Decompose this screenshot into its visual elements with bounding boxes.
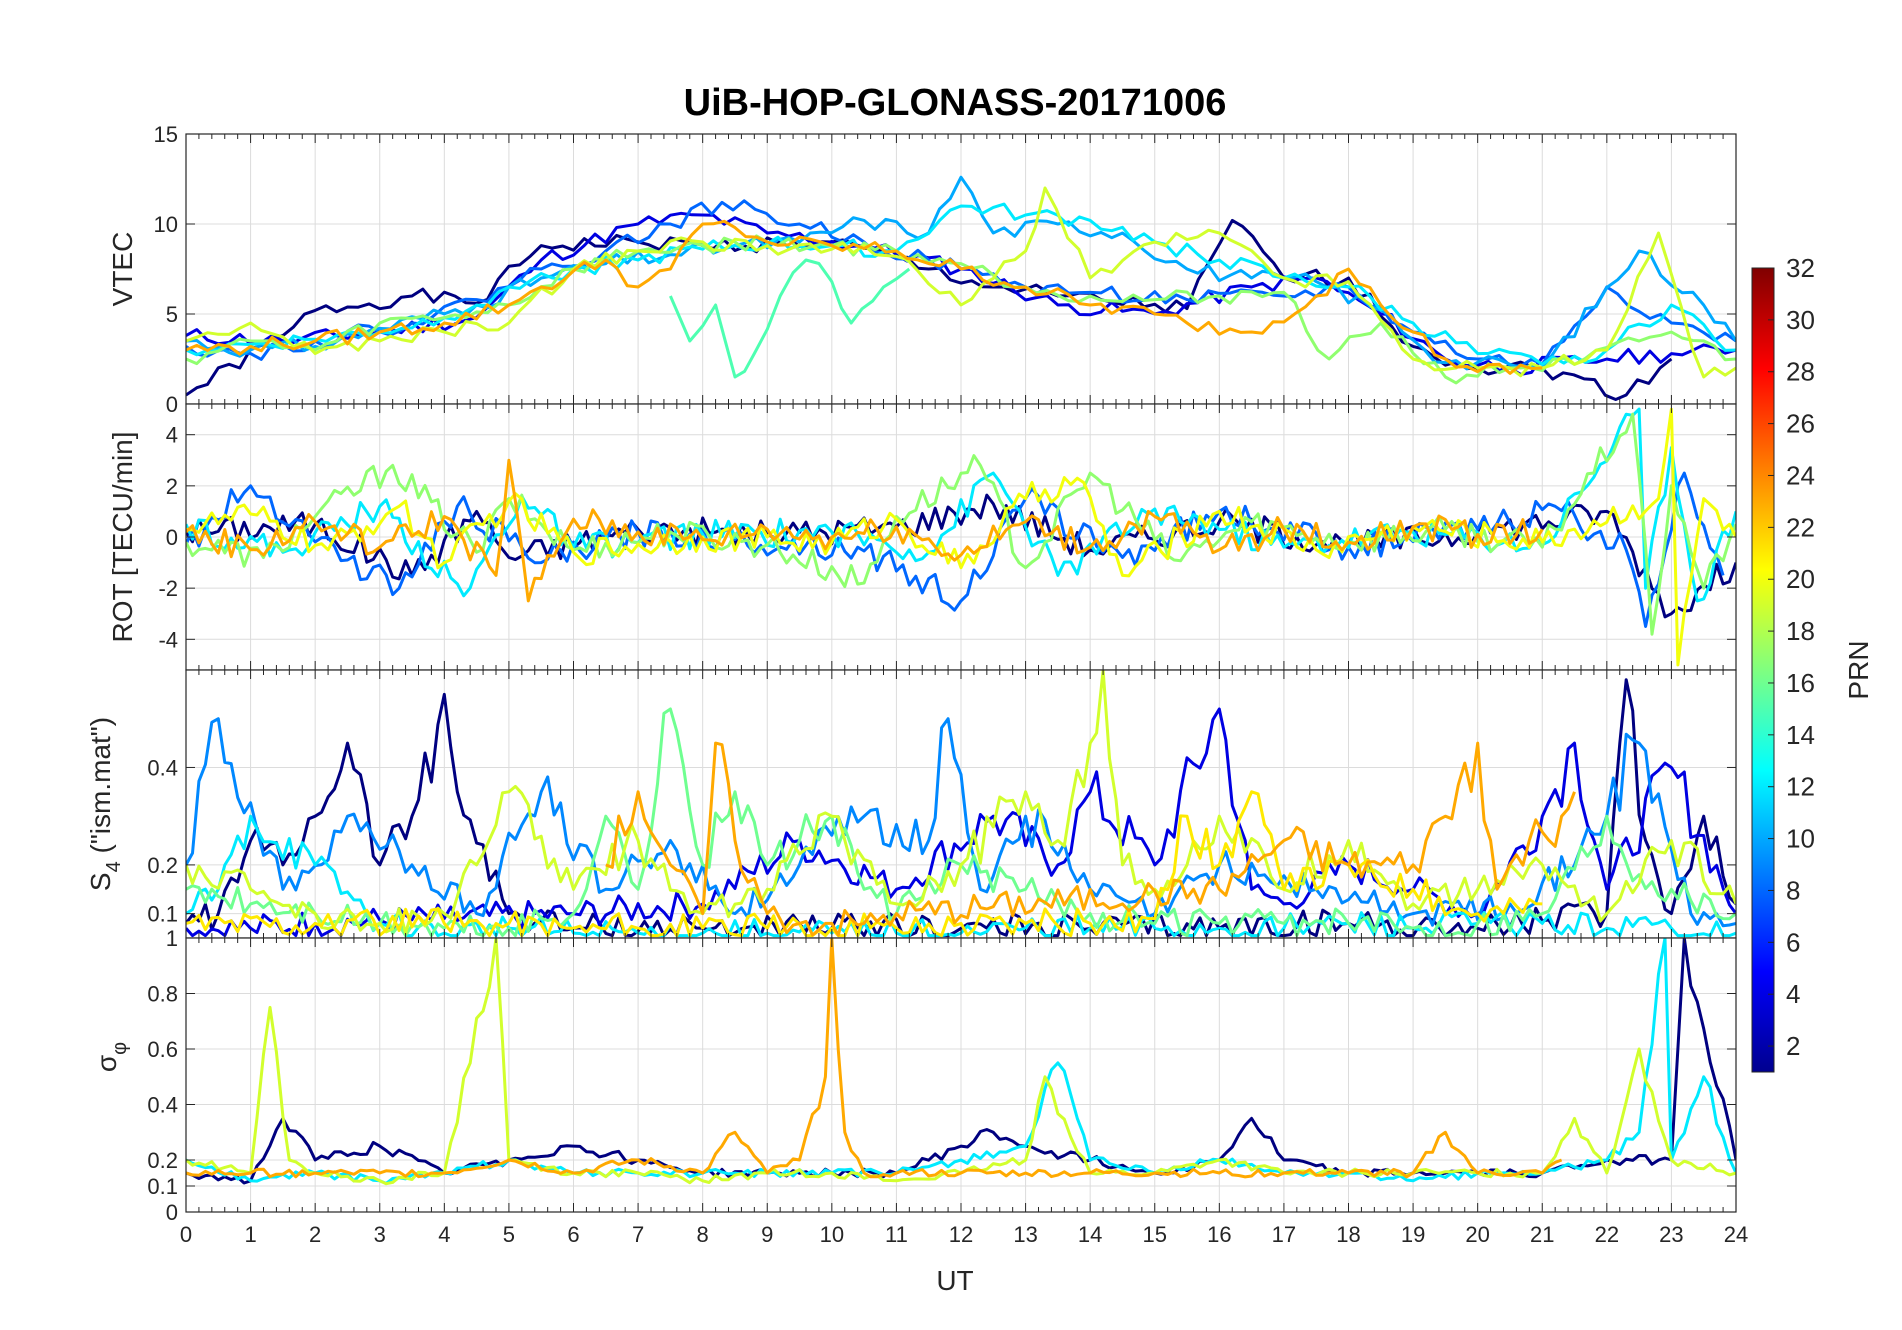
colorbar-tick-label: 16 — [1786, 668, 1815, 698]
colorbar-tick-label: 8 — [1786, 875, 1800, 905]
colorbar-tick-label: 22 — [1786, 512, 1815, 542]
x-tick-label: 1 — [244, 1222, 256, 1247]
series-line-prn-23 — [186, 938, 1563, 1179]
x-tick-label: 8 — [697, 1222, 709, 1247]
series-line-prn-23 — [186, 219, 1543, 375]
colorbar-tick-label: 20 — [1786, 564, 1815, 594]
x-tick-label: 7 — [632, 1222, 644, 1247]
x-tick-label: 11 — [885, 1222, 908, 1247]
series-line-prn-23 — [605, 741, 1576, 937]
colorbar-tick-label: 2 — [1786, 1031, 1800, 1061]
y-tick-label: 0.1 — [147, 902, 178, 927]
y-tick-label: 2 — [166, 474, 178, 499]
y-tick-label: -2 — [158, 576, 178, 601]
x-tick-label: 3 — [374, 1222, 386, 1247]
series-line-prn-19 — [186, 186, 1736, 379]
colorbar-tick-label: 26 — [1786, 409, 1815, 439]
y-tick-label: 0.6 — [147, 1037, 178, 1062]
series-line-prn-1 — [186, 678, 1736, 938]
y-axis-label-subscript: 4 — [103, 861, 125, 872]
series-group — [186, 938, 1736, 1186]
y-tick-label: -4 — [158, 627, 178, 652]
y-axis-label: S4 ("ism.mat") — [85, 717, 125, 891]
y-axis-label-rest: ("ism.mat") — [85, 717, 116, 861]
series-line-prn-21 — [186, 790, 1543, 938]
y-tick-label: 4 — [166, 423, 178, 448]
y-axis-label-main: S — [85, 872, 116, 891]
x-tick-label: 6 — [567, 1222, 579, 1247]
series-line-prn-9 — [186, 717, 1736, 928]
y-tick-label: 0.2 — [147, 853, 178, 878]
colorbar-tick-label: 24 — [1786, 460, 1815, 490]
x-tick-label: 23 — [1659, 1222, 1683, 1247]
x-tick-label: 12 — [949, 1222, 973, 1247]
x-tick-label: 2 — [309, 1222, 321, 1247]
x-axis-label: UT — [936, 1265, 973, 1296]
panel-vtec: 0 5 10 15 VTEC — [107, 122, 1737, 417]
colorbar-tick-label: 30 — [1786, 305, 1815, 335]
series-line-prn-23 — [186, 458, 1544, 603]
y-tick-label: 0.1 — [147, 1174, 178, 1199]
series-line-prn-20 — [186, 407, 1736, 667]
x-tick-label: 21 — [1530, 1222, 1554, 1247]
x-tick-label: 20 — [1465, 1222, 1489, 1247]
x-tick-label: 10 — [820, 1222, 844, 1247]
x-tick-label: 9 — [761, 1222, 773, 1247]
x-tick-label: 24 — [1724, 1222, 1748, 1247]
series-line-prn-19 — [186, 670, 1736, 935]
panel-s4: 0.1 0.2 0.4 S4 ("ism.mat") — [85, 669, 1737, 939]
y-axis-label: σφ — [91, 1042, 131, 1072]
y-tick-label: 5 — [166, 302, 178, 327]
x-tick-label: 13 — [1013, 1222, 1037, 1247]
y-tick-label: 0.4 — [147, 1093, 178, 1118]
x-tick-label: 16 — [1207, 1222, 1231, 1247]
colorbar-tick-label: 6 — [1786, 927, 1800, 957]
colorbar-tick-label: 12 — [1786, 772, 1815, 802]
x-tick-label: 14 — [1078, 1222, 1102, 1247]
colorbar-label: PRN — [1843, 640, 1874, 699]
x-tick-label: 22 — [1595, 1222, 1619, 1247]
y-axis-label-main: σ — [91, 1055, 122, 1072]
y-tick-label: 15 — [154, 122, 178, 147]
y-tick-label: 10 — [154, 212, 178, 237]
chart-title: UiB-HOP-GLONASS-20171006 — [684, 82, 1227, 124]
y-tick-label: 0 — [166, 525, 178, 550]
x-tick-label: 0 — [180, 1222, 192, 1247]
series-group — [186, 175, 1736, 401]
y-axis-label: ROT [TECU/min] — [107, 431, 138, 642]
series-line-prn-15 — [669, 258, 911, 379]
colorbar-tick-label: 14 — [1786, 720, 1815, 750]
series-line-prn-17 — [186, 234, 1736, 385]
series-line-prn-10 — [186, 175, 1736, 371]
x-tick-label: 18 — [1336, 1222, 1360, 1247]
colorbar-tick-label: 18 — [1786, 616, 1815, 646]
x-tick-label: 5 — [503, 1222, 515, 1247]
y-axis-label-subscript: φ — [109, 1042, 131, 1055]
colorbar-tick-label: 28 — [1786, 357, 1815, 387]
y-axis-label: VTEC — [107, 232, 138, 307]
colorbar-tick-label: 10 — [1786, 824, 1815, 854]
x-tick-label: 17 — [1272, 1222, 1296, 1247]
x-tick-label: 15 — [1143, 1222, 1167, 1247]
y-tick-label: 0 — [166, 1200, 178, 1225]
y-tick-label: 0.2 — [147, 1148, 178, 1173]
series-group — [186, 670, 1736, 938]
panel-rot: -4 -2 0 2 4 ROT [TECU/min] — [107, 403, 1737, 671]
x-tick-label: 19 — [1401, 1222, 1425, 1247]
colorbar-gradient — [1751, 267, 1775, 1073]
y-tick-label: 0.8 — [147, 982, 178, 1007]
panel-sigma_phi: 00.10.20.40.60.810 1 2 3 4 5 6 7 8 9 10 11 12 13 14 15 1… — [91, 926, 1748, 1247]
y-tick-label: 0.4 — [147, 755, 178, 780]
colorbar-tick-label: 4 — [1786, 979, 1800, 1009]
x-tick-label: 4 — [438, 1222, 450, 1247]
series-group — [186, 407, 1736, 667]
y-tick-label: 1 — [166, 926, 178, 951]
y-tick-label: 0 — [166, 392, 178, 417]
colorbar-tick-label: 32 — [1786, 253, 1815, 283]
